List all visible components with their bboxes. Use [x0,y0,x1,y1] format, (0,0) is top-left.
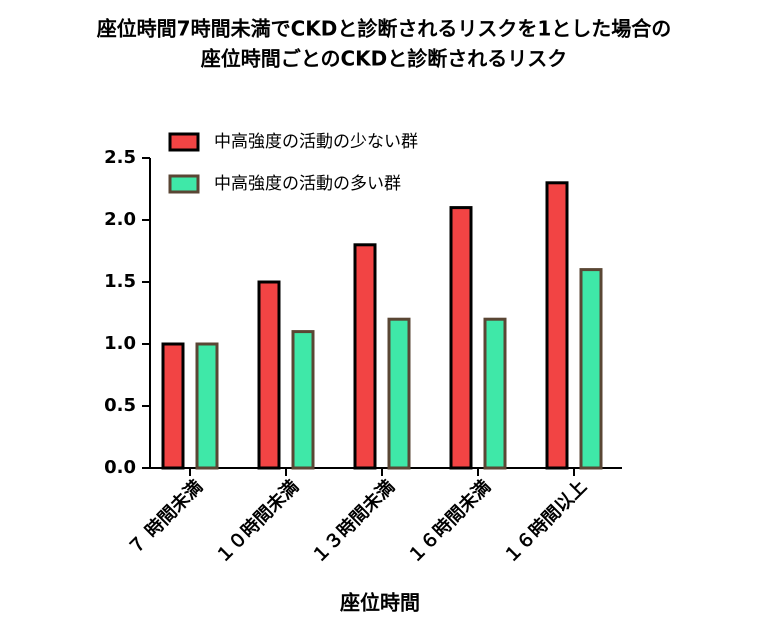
legend-label: 中高強度の活動の少ない群 [214,132,418,152]
bar [483,317,507,470]
x-tick-label: １６時間未満 [403,476,495,568]
bar [257,280,281,470]
bar [161,342,185,470]
bar [449,206,473,470]
bar [387,317,411,470]
y-tick-label: 2.5 [104,147,136,168]
legend-label: 中高強度の活動の多い群 [214,174,401,194]
bar [291,330,315,470]
chart-title: 座位時間ごとのCKDと診断されるリスク [201,47,568,71]
x-axis-label: 座位時間 [340,591,420,615]
chart-title: 座位時間7時間未満でCKDと診断されるリスクを1とした場合の [97,17,672,41]
legend-swatch [168,174,200,194]
y-tick-label: 0.5 [104,395,136,416]
y-tick-label: 1.0 [104,333,136,354]
x-tick-label: １０時間未満 [211,476,303,568]
x-tick-label: １３時間未満 [307,476,399,568]
y-tick-label: 0.0 [104,457,136,478]
y-tick-label: 2.0 [104,209,136,230]
x-tick-label: １６時間以上 [500,476,591,567]
x-tick-label: ７ 時間未満 [123,476,207,560]
bar [579,268,603,470]
y-tick-label: 1.5 [104,271,136,292]
legend-swatch [168,132,200,152]
bar [195,342,219,470]
bar [353,243,377,470]
bar [545,181,569,470]
